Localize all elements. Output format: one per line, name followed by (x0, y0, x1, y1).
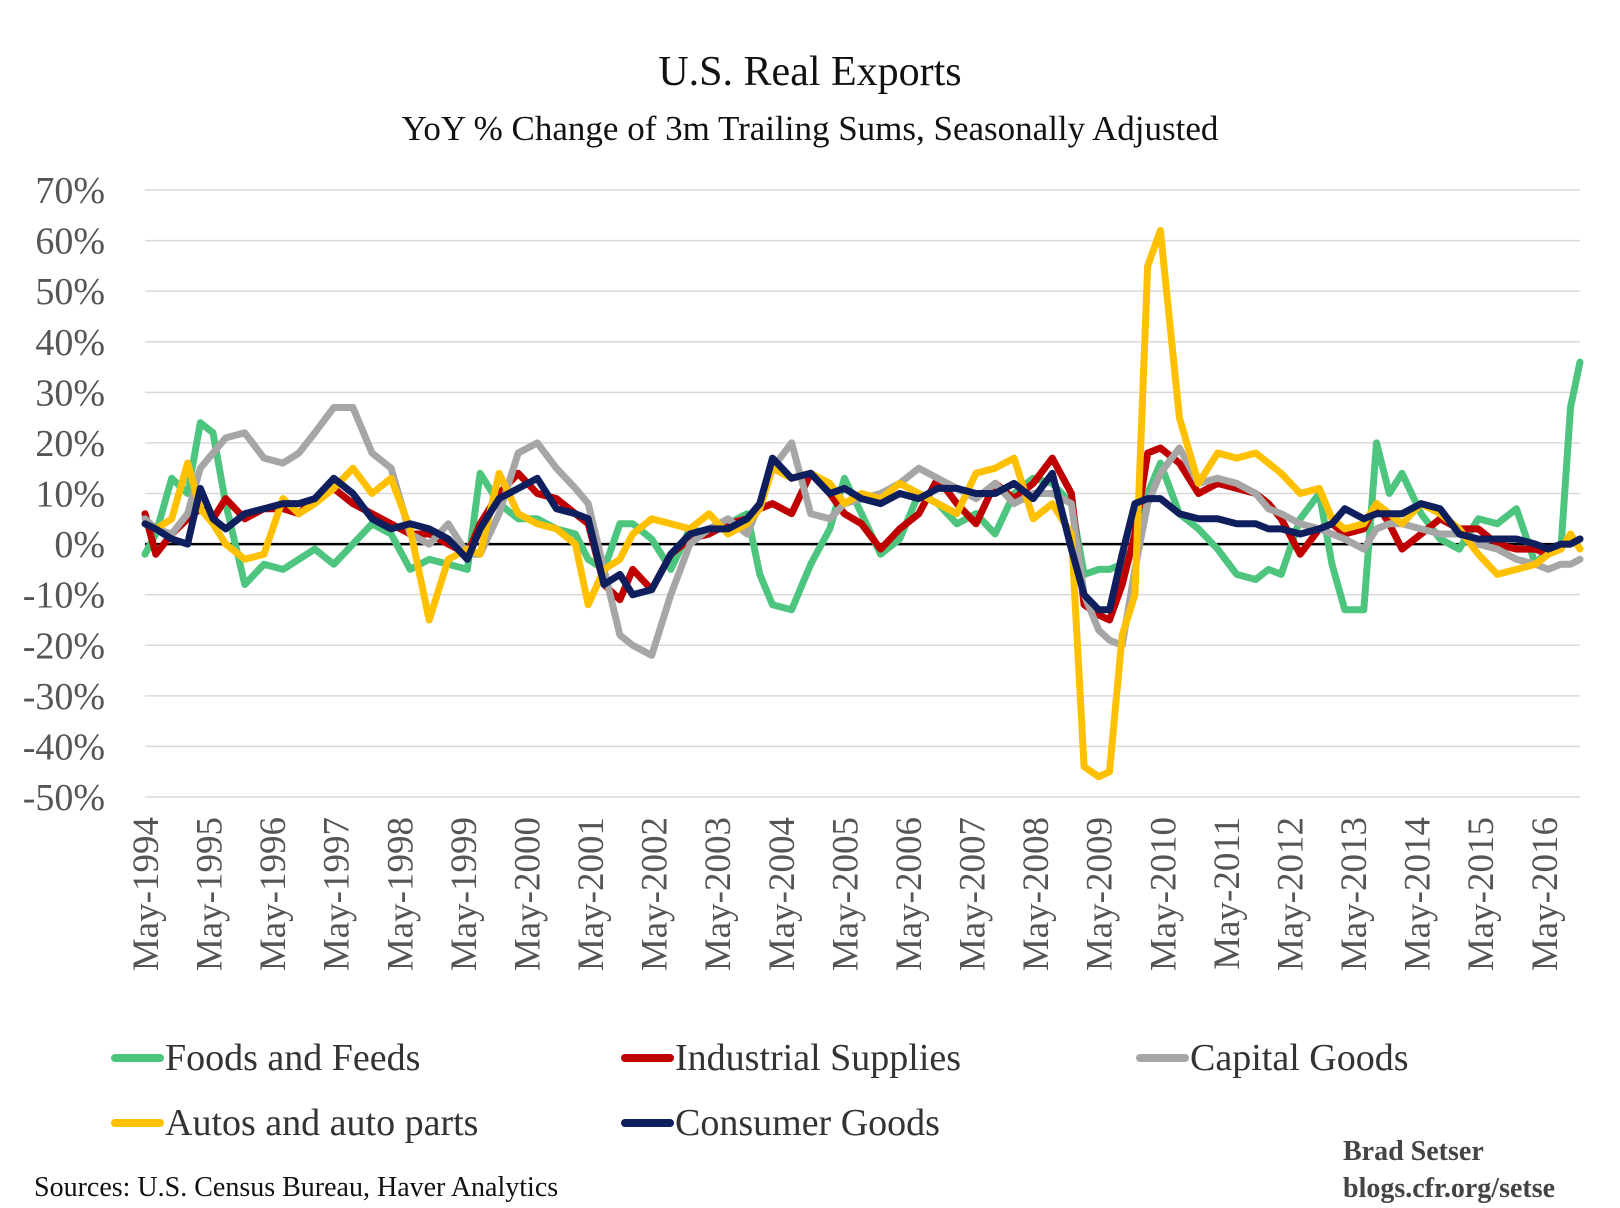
chart-title: U.S. Real Exports (658, 49, 961, 95)
y-tick-label: 40% (35, 322, 105, 364)
x-tick-label: May-1997 (317, 817, 358, 971)
series-line-3 (141, 227, 1584, 781)
chart-subtitle: YoY % Change of 3m Trailing Sums, Season… (402, 109, 1219, 148)
x-tick-label: May-2007 (953, 817, 994, 971)
x-tick-label: May-2000 (507, 817, 548, 971)
y-axis-ticks: 70% 60% 50% 40% 30% 20% 10% 0% -10% -20% -30% -40% -… (23, 170, 105, 819)
x-tick-label: May-2002 (635, 817, 676, 971)
y-tick-label: -50% (23, 777, 105, 819)
y-tick-label: 50% (35, 271, 105, 313)
y-tick-label: 10% (35, 474, 105, 516)
x-tick-label: May-2008 (1016, 817, 1057, 971)
legend-label: Autos and auto parts (165, 1102, 478, 1144)
x-tick-label: May-2003 (698, 817, 739, 971)
x-tick-label: May-2013 (1334, 817, 1375, 971)
y-tick-label: 70% (35, 170, 105, 212)
y-tick-label: 0% (54, 524, 105, 566)
y-tick-label: -30% (23, 676, 105, 718)
x-tick-label: May-1994 (126, 817, 167, 971)
x-tick-label: May-2001 (571, 817, 612, 971)
x-tick-label: May-2015 (1461, 817, 1502, 971)
legend: Foods and Feeds Industrial Supplies Capita… (111, 1037, 1408, 1144)
gridlines (145, 189, 1580, 798)
credit-url: blogs.cfr.org/setse (1343, 1173, 1555, 1204)
x-tick-label: May-2014 (1398, 817, 1439, 971)
x-tick-label: May-2016 (1525, 817, 1566, 971)
y-tick-label: 20% (35, 423, 105, 465)
legend-label: Consumer Goods (675, 1102, 940, 1144)
x-tick-label: May-1999 (444, 817, 485, 971)
y-tick-label: -20% (23, 625, 105, 667)
x-tick-label: May-1998 (380, 817, 421, 971)
x-tick-label: May-2011 (1207, 817, 1248, 970)
source-note: Sources: U.S. Census Bureau, Haver Analy… (34, 1172, 558, 1203)
x-tick-label: May-2005 (825, 817, 866, 971)
x-tick-label: May-1996 (253, 817, 294, 971)
legend-label: Capital Goods (1190, 1037, 1408, 1079)
legend-label: Industrial Supplies (675, 1037, 961, 1079)
credit-name: Brad Setser (1343, 1136, 1484, 1167)
x-tick-label: May-1995 (190, 817, 231, 971)
series-line-4 (141, 454, 1584, 614)
x-tick-label: May-2012 (1270, 817, 1311, 971)
x-tick-label: May-2004 (762, 817, 803, 971)
series-line-0 (141, 358, 1584, 614)
series-line-2 (141, 404, 1584, 659)
series-lines (141, 227, 1584, 781)
x-axis-ticks: May-1994 May-1995 May-1996 May-1997 May-1998… (126, 817, 1566, 971)
y-tick-label: -10% (23, 575, 105, 617)
series-line-1 (141, 444, 1584, 624)
x-tick-label: May-2006 (889, 817, 930, 971)
legend-label: Foods and Feeds (165, 1037, 420, 1079)
y-tick-label: 30% (35, 372, 105, 414)
x-tick-label: May-2010 (1143, 817, 1184, 971)
x-tick-label: May-2009 (1080, 817, 1121, 971)
y-tick-label: -40% (23, 726, 105, 768)
y-tick-label: 60% (35, 221, 105, 263)
